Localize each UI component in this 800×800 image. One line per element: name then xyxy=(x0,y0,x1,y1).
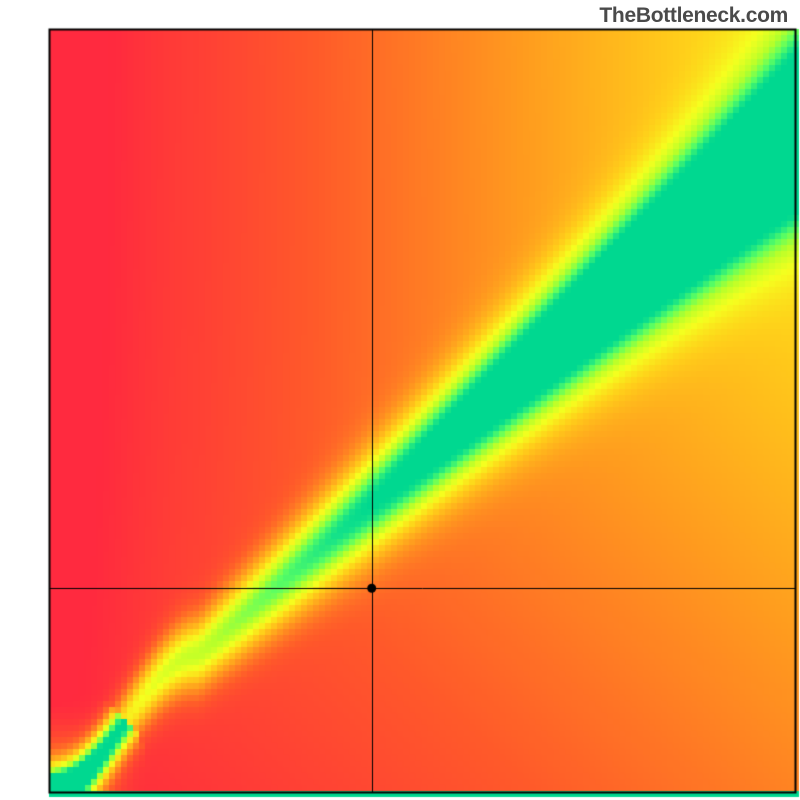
watermark-text: TheBottleneck.com xyxy=(599,4,788,28)
chart-container: TheBottleneck.com xyxy=(0,0,800,800)
bottleneck-heatmap xyxy=(0,0,800,800)
